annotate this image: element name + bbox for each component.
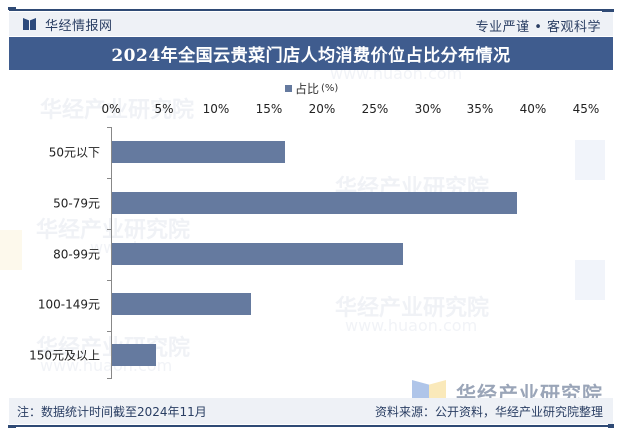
book-logo-icon bbox=[23, 18, 37, 30]
x-tick-label: 20% bbox=[308, 102, 336, 116]
top-rule-cap bbox=[8, 7, 16, 10]
brand-name: 华经情报网 bbox=[45, 18, 113, 34]
x-tick-label: 10% bbox=[202, 102, 230, 116]
legend: 占比 (%) bbox=[285, 80, 338, 97]
watermark-logo-icon bbox=[575, 140, 605, 180]
y-axis-line bbox=[111, 127, 112, 379]
legend-swatch bbox=[285, 85, 292, 92]
brand: 华经情报网 bbox=[23, 16, 113, 34]
y-axis-tick bbox=[107, 280, 111, 281]
x-tick-label: 0% bbox=[101, 102, 121, 116]
x-tick-label: 5% bbox=[154, 102, 174, 116]
category-label: 50-79元 bbox=[53, 196, 100, 211]
y-axis-tick bbox=[107, 378, 111, 379]
y-axis-tick bbox=[107, 229, 111, 230]
category-label: 50元以下 bbox=[48, 145, 100, 160]
bar bbox=[112, 141, 285, 163]
footer-strip: 注：数据统计时间截至2024年11月 资料来源：公开资料，华经产业研究院整理 bbox=[9, 398, 613, 424]
watermark-logo-icon bbox=[575, 260, 605, 300]
bar bbox=[112, 293, 251, 315]
category-label: 80-99元 bbox=[53, 247, 100, 262]
bar bbox=[112, 192, 517, 214]
top-rule bbox=[9, 9, 613, 11]
category-label: 150元及以上 bbox=[29, 348, 100, 363]
footnote: 注：数据统计时间截至2024年11月 bbox=[17, 405, 207, 419]
x-tick-label: 30% bbox=[414, 102, 442, 116]
x-tick-label: 35% bbox=[466, 102, 494, 116]
y-axis-tick bbox=[107, 178, 111, 179]
y-axis-tick bbox=[107, 127, 111, 128]
x-tick-label: 15% bbox=[255, 102, 283, 116]
bar bbox=[112, 344, 156, 366]
legend-unit: (%) bbox=[321, 83, 339, 94]
category-label: 100-149元 bbox=[37, 297, 100, 312]
watermark-text: 华经产业研究院 bbox=[335, 296, 490, 321]
slogan: 专业严谨 • 客观科学 bbox=[475, 20, 601, 35]
x-tick-label: 25% bbox=[361, 102, 389, 116]
x-tick-label: 45% bbox=[572, 102, 600, 116]
title-bar: 2024年全国云贵菜门店人均消费价位占比分布情况 bbox=[9, 37, 613, 70]
bottom-rule-cap bbox=[608, 424, 614, 428]
bar bbox=[112, 243, 403, 265]
watermark-url: www.huaon.com bbox=[345, 316, 478, 335]
legend-label: 占比 bbox=[295, 82, 320, 96]
chart-title: 2024年全国云贵菜门店人均消费价位占比分布情况 bbox=[111, 46, 511, 66]
bottom-rule-cap bbox=[8, 425, 16, 428]
y-axis-tick bbox=[107, 331, 111, 332]
watermark-logo-icon bbox=[0, 230, 22, 270]
source-note: 资料来源：公开资料，华经产业研究院整理 bbox=[374, 405, 603, 419]
watermark-text: 华经产业研究院 bbox=[36, 218, 191, 243]
top-rule-cap bbox=[602, 9, 614, 12]
x-tick-label: 40% bbox=[519, 102, 547, 116]
header-strip: 华经情报网 专业严谨 • 客观科学 bbox=[9, 12, 613, 36]
bottom-rule bbox=[9, 425, 613, 427]
